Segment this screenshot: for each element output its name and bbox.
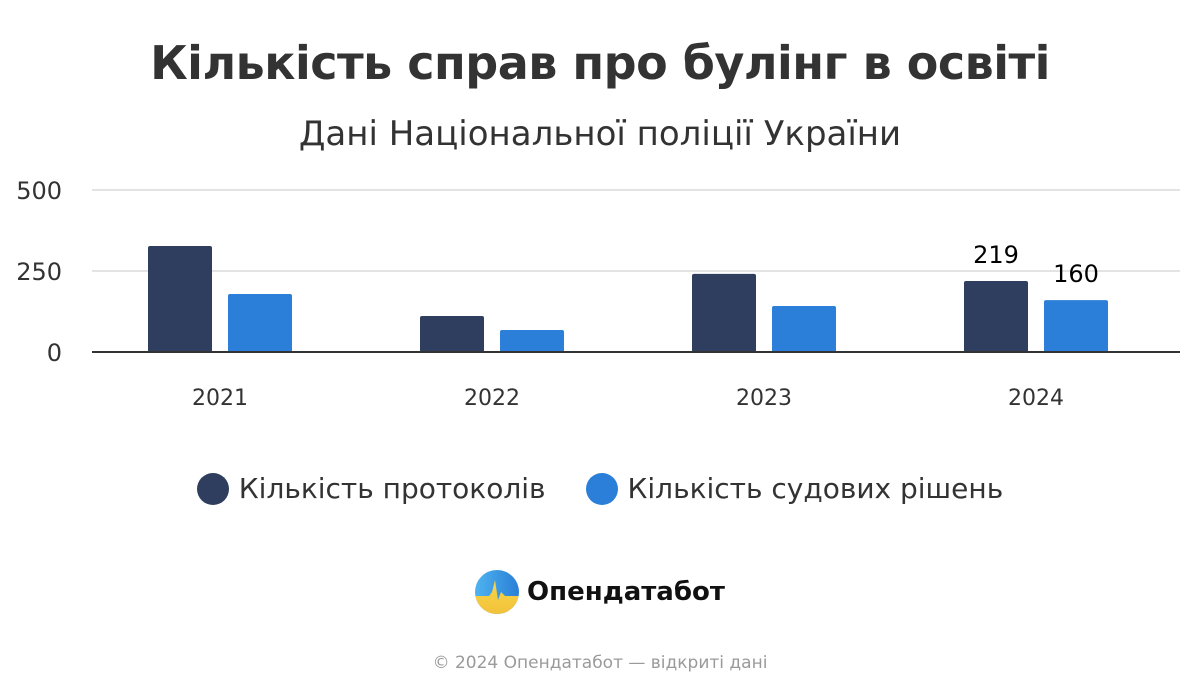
y-axis-ticks: 0 250 500 — [16, 177, 62, 367]
bar-value-label: 219 — [973, 241, 1019, 269]
x-tick-label: 2023 — [736, 386, 792, 411]
chart-title: Кількість справ про булінг в освіті — [150, 36, 1050, 90]
bar[interactable] — [148, 246, 212, 352]
bar[interactable] — [964, 281, 1028, 352]
chart-subtitle: Дані Національної поліції України — [298, 114, 902, 154]
bar-value-label: 160 — [1053, 260, 1099, 288]
bar-group-2021 — [148, 246, 292, 352]
data-labels: 219 160 — [973, 241, 1099, 288]
x-tick-label: 2022 — [464, 386, 520, 411]
bar[interactable] — [692, 273, 756, 352]
bar[interactable] — [1044, 300, 1108, 352]
y-tick-label: 250 — [16, 258, 62, 286]
brand-name: Опендатабот — [527, 577, 725, 607]
bar-group-2024 — [964, 281, 1108, 352]
x-tick-label: 2021 — [192, 386, 248, 411]
legend-label: Кількість судових рішень — [627, 472, 1004, 505]
bar-groups — [148, 246, 1108, 352]
legend-item-court-decisions[interactable]: Кількість судових рішень — [585, 472, 1004, 505]
x-axis-ticks: 2021 2022 2023 2024 — [192, 386, 1064, 411]
bar[interactable] — [772, 305, 836, 352]
y-tick-label: 500 — [16, 177, 62, 205]
legend-item-protocols[interactable]: Кількість протоколів — [196, 472, 546, 505]
bar[interactable] — [228, 294, 292, 352]
bar-group-2023 — [692, 273, 836, 352]
brand-logo: Опендатабот — [0, 570, 1200, 614]
gridlines — [92, 189, 1180, 272]
legend-label: Кількість протоколів — [238, 472, 546, 505]
legend: Кількість протоколів Кількість судових р… — [0, 472, 1200, 505]
y-tick-label: 0 — [47, 339, 62, 367]
bar[interactable] — [420, 316, 484, 352]
footer-copyright: © 2024 Опендатабот — відкриті дані — [432, 653, 768, 673]
bar[interactable] — [500, 329, 564, 352]
x-tick-label: 2024 — [1008, 386, 1064, 411]
legend-swatch-circle-icon — [196, 472, 229, 505]
bar-chart: 0 250 500 2021 2022 2023 2024 219 160 — [16, 177, 1180, 411]
bar-group-2022 — [420, 316, 564, 352]
opendatabot-logo-icon — [475, 570, 520, 614]
legend-swatch-circle-icon — [585, 472, 618, 505]
